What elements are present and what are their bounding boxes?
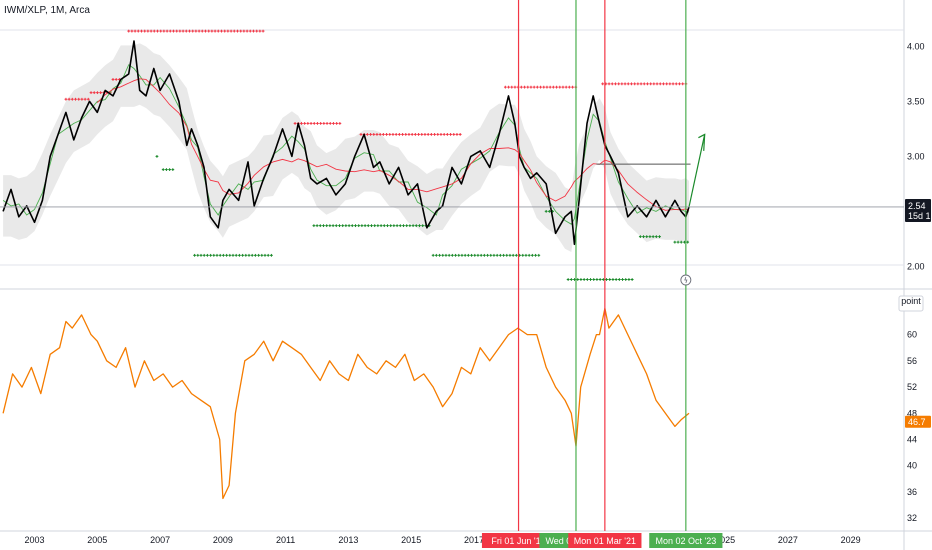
marker-date-tag-2 (568, 533, 642, 548)
support-level-0 (155, 154, 159, 158)
marker-date-tag-0 (481, 533, 556, 548)
support-level-3 (312, 224, 431, 228)
time-tick-label: 2025 (715, 535, 735, 545)
support-level-6 (566, 278, 634, 281)
resistance-level-4 (293, 122, 342, 125)
marker-date-label-0: Fri 01 Jun '18 (491, 536, 545, 546)
price-line (2, 40, 690, 246)
projection-arrowhead (698, 133, 706, 151)
price-tick-label: 2.00 (907, 261, 925, 271)
alert-clock-icon-glyph (684, 276, 688, 284)
resistance-level-6 (503, 85, 578, 89)
support-level-5 (544, 209, 554, 213)
sma-slow-line (96, 78, 690, 211)
support-level-7 (638, 235, 661, 239)
oscillator-value-tag (905, 415, 931, 428)
price-tick-label: 4.00 (907, 41, 925, 51)
support-level-4 (431, 253, 541, 257)
support-level-1 (161, 168, 175, 171)
marker-date-label-2: Mon 01 Mar '21 (574, 536, 636, 546)
oscillator-unit-box (898, 295, 924, 312)
price-tick-label: 3.50 (907, 96, 925, 106)
time-tick-label: 2007 (150, 535, 170, 545)
oscillator-tick-label: 56 (907, 356, 917, 366)
support-level-2 (193, 253, 273, 257)
time-tick-label: 2009 (213, 535, 233, 545)
bar-countdown: 15d 1h (908, 211, 932, 221)
time-tick-label: 2013 (338, 535, 358, 545)
level-markers-layer (64, 29, 690, 281)
oscillator-tick-label: 52 (907, 382, 917, 392)
time-tick-label: 2027 (778, 535, 798, 545)
vertical-markers-layer (517, 0, 692, 531)
bollinger-band (3, 43, 690, 253)
resistance-level-3 (127, 29, 265, 33)
resistance-level-0 (64, 97, 90, 101)
oscillator-line (2, 307, 690, 500)
oscillator-tick-label: 48 (907, 408, 917, 418)
support-level-8 (673, 240, 690, 244)
symbol-label: IWM/XLP, 1M, Arca (4, 5, 90, 16)
oscillator-tick-label: 44 (907, 435, 917, 445)
oscillator-tick-label: 60 (907, 330, 917, 340)
price-tick-label: 3.00 (907, 151, 925, 161)
oscillator-tick-label: 40 (907, 461, 917, 471)
last-price-value: 2.54 (908, 201, 926, 211)
projection-arrow (688, 134, 706, 208)
oscillator-value: 46.7 (908, 417, 926, 427)
last-price-tag (905, 198, 931, 222)
oscillator-tick-label: 32 (907, 513, 917, 523)
time-tick-label: 2029 (841, 535, 861, 545)
series-layer (0, 40, 904, 500)
marker-date-tag-3 (649, 533, 723, 548)
envelope-band-layer (3, 43, 690, 253)
time-tick-label: 2003 (25, 535, 45, 545)
time-tick-label: 2005 (87, 535, 107, 545)
time-tick-label: 2017 (464, 535, 484, 545)
resistance-level-5 (359, 133, 462, 136)
marker-date-label-3: Mon 02 Oct '23 (655, 536, 716, 546)
oscillator-tick-label: 36 (907, 487, 917, 497)
time-tick-label: 2011 (276, 535, 295, 545)
oscillator-unit-label: point (901, 296, 921, 306)
resistance-level-2 (111, 78, 121, 81)
time-tick-label: 2015 (401, 535, 421, 545)
